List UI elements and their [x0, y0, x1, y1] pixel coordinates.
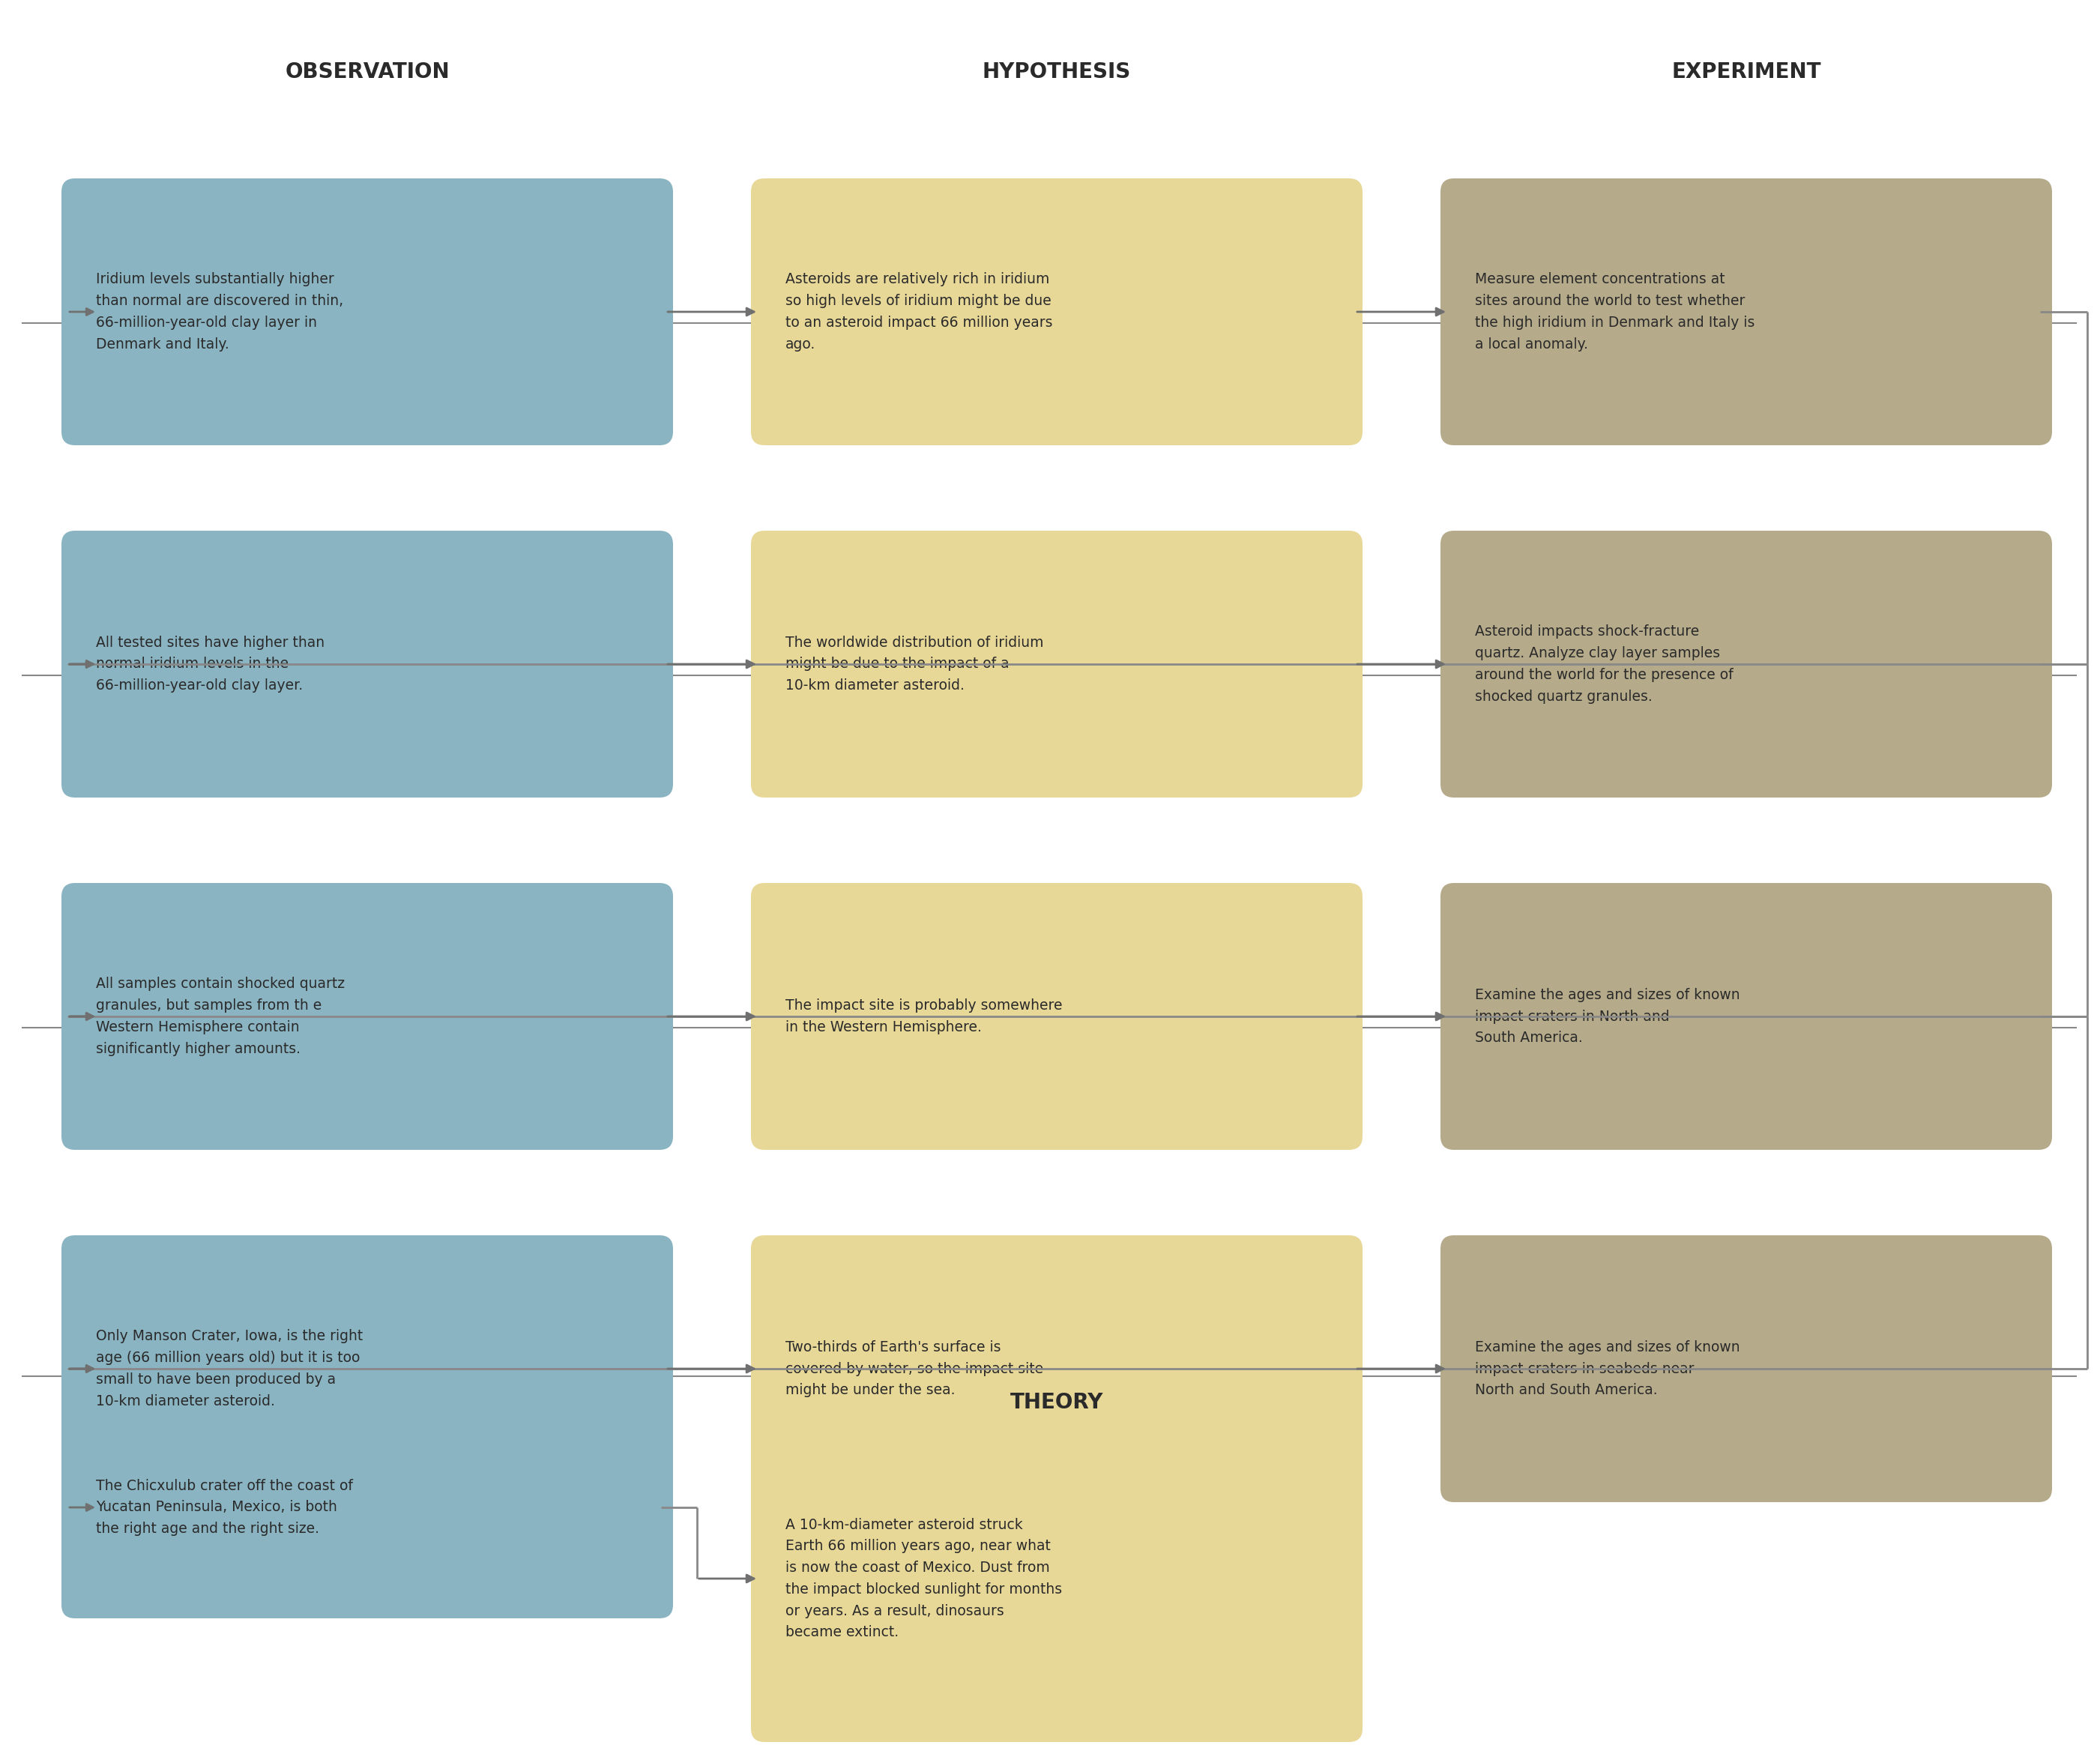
FancyBboxPatch shape	[752, 883, 1363, 1150]
Text: HYPOTHESIS: HYPOTHESIS	[983, 61, 1132, 82]
FancyBboxPatch shape	[752, 179, 1363, 445]
Text: Two-thirds of Earth's surface is
covered by water, so the impact site
might be u: Two-thirds of Earth's surface is covered…	[785, 1340, 1044, 1397]
Text: Asteroid impacts shock-fracture
quartz. Analyze clay layer samples
around the wo: Asteroid impacts shock-fracture quartz. …	[1474, 625, 1732, 704]
Text: Asteroids are relatively rich in iridium
so high levels of iridium might be due
: Asteroids are relatively rich in iridium…	[785, 273, 1052, 352]
Text: The impact site is probably somewhere
in the Western Hemisphere.: The impact site is probably somewhere in…	[785, 998, 1063, 1035]
Text: THEORY: THEORY	[1010, 1392, 1102, 1413]
Text: All tested sites have higher than
normal iridium levels in the
66-million-year-o: All tested sites have higher than normal…	[97, 636, 326, 693]
Text: All samples contain shocked quartz
granules, but samples from th e
Western Hemis: All samples contain shocked quartz granu…	[97, 977, 344, 1056]
FancyBboxPatch shape	[1441, 531, 2052, 797]
FancyBboxPatch shape	[1441, 179, 2052, 445]
Text: OBSERVATION: OBSERVATION	[286, 61, 449, 82]
Text: Examine the ages and sizes of known
impact craters in seabeds near
North and Sou: Examine the ages and sizes of known impa…	[1474, 1340, 1741, 1397]
FancyBboxPatch shape	[61, 1397, 672, 1618]
Text: A 10-km-diameter asteroid struck
Earth 66 million years ago, near what
is now th: A 10-km-diameter asteroid struck Earth 6…	[785, 1518, 1063, 1639]
FancyBboxPatch shape	[1441, 883, 2052, 1150]
Text: Iridium levels substantially higher
than normal are discovered in thin,
66-milli: Iridium levels substantially higher than…	[97, 273, 342, 352]
Text: Only Manson Crater, Iowa, is the right
age (66 million years old) but it is too
: Only Manson Crater, Iowa, is the right a…	[97, 1329, 363, 1408]
FancyBboxPatch shape	[752, 531, 1363, 797]
FancyBboxPatch shape	[61, 531, 672, 797]
FancyBboxPatch shape	[61, 179, 672, 445]
FancyBboxPatch shape	[61, 883, 672, 1150]
Text: Examine the ages and sizes of known
impact craters in North and
South America.: Examine the ages and sizes of known impa…	[1474, 988, 1741, 1045]
Text: The worldwide distribution of iridium
might be due to the impact of a
10-km diam: The worldwide distribution of iridium mi…	[785, 636, 1044, 693]
FancyBboxPatch shape	[61, 1234, 672, 1502]
FancyBboxPatch shape	[752, 1415, 1363, 1742]
FancyBboxPatch shape	[1441, 1234, 2052, 1502]
Text: Measure element concentrations at
sites around the world to test whether
the hig: Measure element concentrations at sites …	[1474, 273, 1756, 352]
Text: The Chicxulub crater off the coast of
Yucatan Peninsula, Mexico, is both
the rig: The Chicxulub crater off the coast of Yu…	[97, 1478, 353, 1536]
Text: EXPERIMENT: EXPERIMENT	[1672, 61, 1821, 82]
FancyBboxPatch shape	[752, 1234, 1363, 1502]
